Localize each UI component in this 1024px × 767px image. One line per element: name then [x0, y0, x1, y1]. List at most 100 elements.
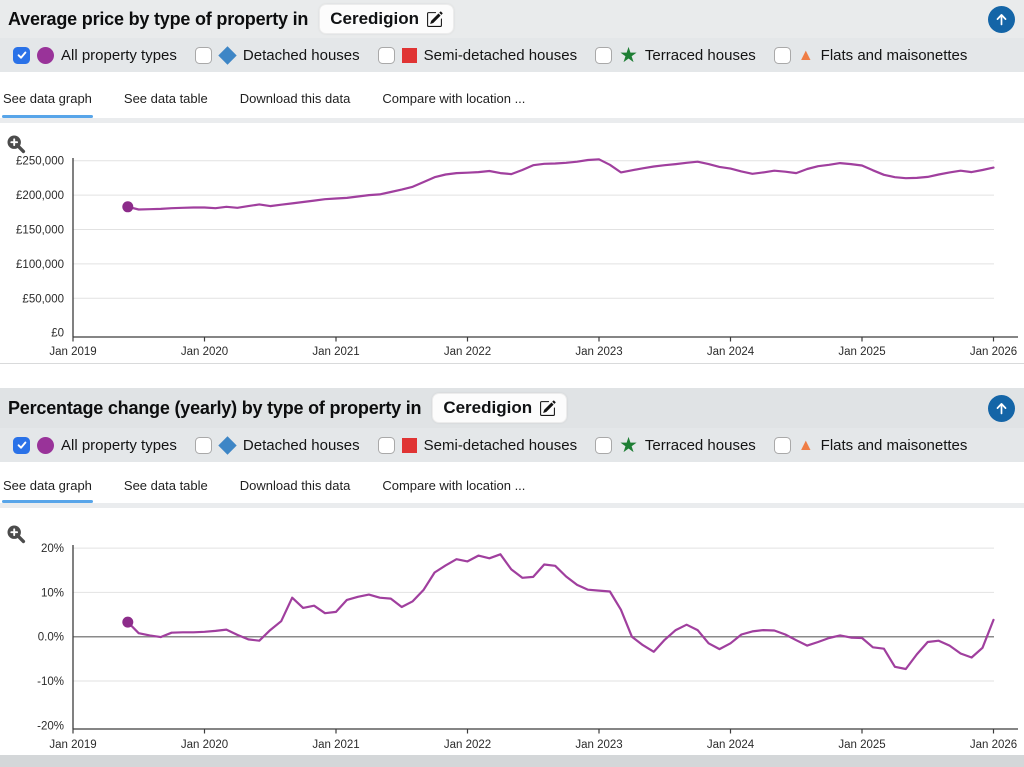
legend-label: Detached houses — [242, 436, 360, 454]
legend-item-all-property-types[interactable]: All property types — [13, 436, 177, 454]
page-footer-strip — [0, 755, 1024, 767]
tab-see-data-graph[interactable]: See data graph — [2, 78, 93, 118]
legend-bar: All property types Detached houses Semi-… — [0, 38, 1024, 72]
legend-label: Flats and maisonettes — [820, 436, 968, 454]
detached-houses-checkbox[interactable] — [194, 46, 212, 64]
flats-and-maisonettes-checkbox[interactable] — [773, 46, 791, 64]
legend-item-all-property-types[interactable]: All property types — [13, 46, 177, 64]
x-tick-label: Jan 2025 — [838, 739, 885, 751]
legend-label: Flats and maisonettes — [820, 46, 968, 64]
location-button[interactable]: Ceredigion — [432, 393, 568, 423]
y-tick-label: -20% — [37, 720, 64, 732]
legend-item-flats-and-maisonettes[interactable]: ▲ Flats and maisonettes — [773, 46, 968, 64]
location-label: Ceredigion — [330, 9, 420, 28]
percentage-change-chart: -20% -10% 0.0% 10% 20% Jan 2019 Jan 2020 Jan 20… — [37, 543, 1018, 751]
zoom-control-button[interactable] — [5, 133, 29, 160]
legend-item-detached-houses[interactable]: Detached houses — [194, 435, 360, 455]
terraced-houses-checkbox[interactable] — [595, 46, 613, 64]
all-property-types-checkbox[interactable] — [13, 46, 30, 64]
edit-icon — [427, 11, 443, 27]
y-tick-label: 10% — [41, 587, 64, 599]
scroll-to-top-button[interactable] — [988, 394, 1015, 422]
x-tick-label: Jan 2022 — [444, 346, 491, 358]
legend-label: Terraced houses — [644, 46, 756, 64]
series-line — [126, 553, 995, 671]
y-tick-label: £0 — [51, 328, 64, 340]
semi-detached-houses-checkbox[interactable] — [377, 46, 395, 64]
y-tick-label: -10% — [37, 676, 64, 688]
legend-item-terraced-houses[interactable]: ★ Terraced houses — [595, 433, 756, 457]
all-property-types-checkbox[interactable] — [13, 436, 30, 454]
series-start-dot — [122, 616, 134, 628]
x-tick-label: Jan 2026 — [970, 739, 1017, 751]
y-tick-label: 20% — [41, 543, 64, 555]
zoom-in-magnifier-icon — [7, 135, 26, 154]
checkbox-check-icon — [17, 51, 26, 59]
checkbox-check-icon — [17, 441, 26, 449]
x-tick-label: Jan 2026 — [970, 346, 1017, 358]
legend-bar: All property types Detached houses Semi-… — [0, 428, 1024, 462]
percentage-change-panel-header: Percentage change (yearly) by type of pr… — [0, 388, 1024, 428]
series-line — [126, 158, 995, 211]
zoom-in-magnifier-icon — [7, 525, 26, 544]
tab-compare-with-location[interactable]: Compare with location ... — [382, 90, 526, 106]
average-price-panel-header: Average price by type of property in Cer… — [0, 0, 1024, 38]
y-tick-label: £150,000 — [16, 225, 64, 237]
legend-item-detached-houses[interactable]: Detached houses — [194, 45, 360, 65]
legend-item-semi-detached-houses[interactable]: Semi-detached houses — [377, 436, 577, 454]
zoom-control-button[interactable] — [5, 523, 29, 550]
y-tick-label: £100,000 — [16, 259, 64, 271]
legend-item-semi-detached-houses[interactable]: Semi-detached houses — [377, 46, 578, 64]
tab-download-this-data[interactable]: Download this data — [239, 90, 351, 106]
x-tick-label: Jan 2019 — [49, 346, 96, 358]
y-tick-label: £200,000 — [16, 190, 64, 202]
legend-item-terraced-houses[interactable]: ★ Terraced houses — [595, 43, 756, 67]
circle-marker-icon — [37, 46, 54, 64]
legend-label: All property types — [61, 436, 177, 454]
y-tick-label: £50,000 — [22, 293, 64, 305]
location-button[interactable]: Ceredigion — [319, 4, 455, 34]
detached-houses-checkbox[interactable] — [194, 436, 212, 454]
page-title: Average price by type of property in — [8, 8, 309, 29]
tab-compare-with-location[interactable]: Compare with location ... — [382, 478, 526, 493]
x-tick-label: Jan 2021 — [312, 739, 359, 751]
legend-label: Detached houses — [242, 46, 360, 64]
panel-divider — [0, 363, 1024, 364]
tab-see-data-table[interactable]: See data table — [123, 478, 208, 493]
series-start-dot — [122, 201, 134, 213]
flats-and-maisonettes-checkbox[interactable] — [773, 436, 791, 454]
tab-download-this-data[interactable]: Download this data — [239, 478, 351, 493]
x-tick-label: Jan 2020 — [181, 346, 228, 358]
triangle-marker-icon: ▲ — [797, 46, 814, 64]
diamond-marker-icon — [218, 45, 237, 65]
legend-label: Semi-detached houses — [423, 46, 578, 64]
x-tick-label: Jan 2023 — [575, 739, 622, 751]
x-tick-label: Jan 2020 — [181, 739, 228, 751]
tab-bar: See data graph See data table Download t… — [0, 462, 1024, 508]
up-arrow-icon — [996, 13, 1007, 25]
page-title: Percentage change (yearly) by type of pr… — [8, 397, 422, 418]
x-tick-label: Jan 2024 — [707, 346, 755, 358]
x-tick-label: Jan 2019 — [49, 739, 96, 751]
scroll-to-top-button[interactable] — [988, 5, 1015, 33]
percentage-change-chart-area: -20% -10% 0.0% 10% 20% Jan 2019 Jan 2020 Jan 20… — [0, 508, 1024, 755]
x-tick-label: Jan 2023 — [575, 346, 622, 358]
circle-marker-icon — [37, 436, 54, 454]
x-tick-label: Jan 2021 — [312, 346, 359, 358]
x-tick-label: Jan 2022 — [444, 739, 491, 751]
tab-see-data-table[interactable]: See data table — [123, 90, 208, 106]
square-marker-icon — [401, 437, 417, 453]
star-marker-icon: ★ — [619, 43, 638, 67]
terraced-houses-checkbox[interactable] — [595, 436, 613, 454]
star-marker-icon: ★ — [619, 433, 638, 457]
diamond-marker-icon — [218, 435, 237, 455]
y-tick-label: £250,000 — [16, 156, 64, 168]
x-tick-label: Jan 2025 — [838, 346, 885, 358]
semi-detached-houses-checkbox[interactable] — [377, 436, 395, 454]
tab-see-data-graph[interactable]: See data graph — [2, 468, 93, 503]
legend-item-flats-and-maisonettes[interactable]: ▲ Flats and maisonettes — [773, 436, 968, 454]
tab-bar: See data graph See data table Download t… — [0, 72, 1024, 123]
legend-label: Terraced houses — [644, 436, 756, 454]
legend-label: All property types — [61, 46, 177, 64]
y-tick-label: 0.0% — [38, 632, 64, 644]
